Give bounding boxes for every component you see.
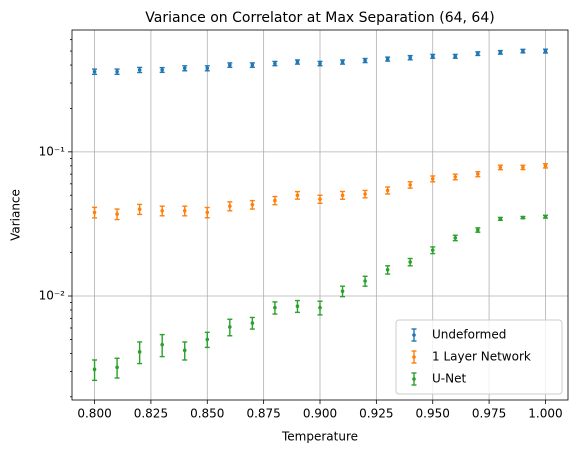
point xyxy=(521,215,525,220)
point xyxy=(521,165,525,170)
point xyxy=(408,183,412,187)
x-tick-label: 0.950 xyxy=(416,407,450,421)
legend-marker xyxy=(412,377,416,381)
point xyxy=(273,61,277,66)
point xyxy=(295,304,300,308)
point xyxy=(115,365,119,370)
point xyxy=(205,337,210,342)
x-tick-label: 0.925 xyxy=(359,407,393,421)
legend-label: 1 Layer Network xyxy=(432,350,531,364)
point xyxy=(385,57,390,61)
point xyxy=(160,342,164,347)
point xyxy=(92,69,97,74)
point xyxy=(137,207,142,212)
point xyxy=(318,61,322,66)
point xyxy=(295,60,300,64)
x-tick-label: 1.000 xyxy=(528,407,562,421)
x-tick-label: 0.975 xyxy=(472,407,506,421)
point xyxy=(498,165,503,170)
point xyxy=(295,193,300,198)
point xyxy=(92,367,97,372)
point xyxy=(543,214,548,219)
point xyxy=(340,193,345,198)
point xyxy=(363,279,367,283)
point xyxy=(182,66,187,71)
point xyxy=(228,63,232,67)
x-tick-label: 0.875 xyxy=(246,407,280,421)
point xyxy=(385,188,390,193)
point xyxy=(250,63,255,67)
legend-marker xyxy=(412,333,416,337)
point xyxy=(115,69,119,74)
point xyxy=(453,54,458,59)
point xyxy=(408,55,412,60)
point xyxy=(137,68,142,72)
point xyxy=(543,164,548,168)
point xyxy=(160,208,164,213)
point xyxy=(476,51,480,56)
point xyxy=(250,321,255,325)
point xyxy=(453,236,458,240)
point xyxy=(430,177,435,181)
point xyxy=(160,68,164,72)
point xyxy=(182,208,187,213)
point xyxy=(385,267,390,272)
point xyxy=(318,305,322,310)
point xyxy=(430,248,435,252)
point xyxy=(318,197,322,201)
legend-marker xyxy=(412,355,416,359)
point xyxy=(430,54,435,59)
point xyxy=(521,49,525,53)
point xyxy=(250,202,255,207)
plot-frame xyxy=(71,29,569,401)
point xyxy=(363,192,367,196)
x-tick-label: 0.825 xyxy=(134,407,168,421)
chart-title: Variance on Correlator at Max Separation… xyxy=(145,10,494,26)
point xyxy=(115,212,119,216)
point xyxy=(408,260,412,264)
legend-label: Undeformed xyxy=(432,328,506,342)
point xyxy=(273,198,277,203)
legend-label: U-Net xyxy=(432,372,466,386)
point xyxy=(363,58,367,63)
point xyxy=(228,204,232,208)
x-tick-label: 0.900 xyxy=(303,407,337,421)
x-axis-label: Temperature xyxy=(281,430,358,444)
x-tick-label: 0.850 xyxy=(190,407,224,421)
y-tick-label: 10⁻² xyxy=(39,289,66,303)
y-tick-label: 10⁻¹ xyxy=(39,144,66,158)
point xyxy=(205,210,210,215)
point xyxy=(205,66,210,71)
point xyxy=(273,305,277,310)
point xyxy=(476,228,480,232)
point xyxy=(498,50,503,55)
point xyxy=(228,325,232,329)
point xyxy=(340,289,345,293)
point xyxy=(498,217,503,221)
point xyxy=(476,172,480,176)
point xyxy=(543,49,548,53)
point xyxy=(453,175,458,179)
point xyxy=(182,348,187,353)
y-axis-label: Variance xyxy=(9,189,23,241)
x-tick-label: 0.800 xyxy=(77,407,111,421)
legend-box xyxy=(395,319,563,395)
point xyxy=(340,60,345,64)
point xyxy=(92,210,97,215)
point xyxy=(137,350,142,354)
